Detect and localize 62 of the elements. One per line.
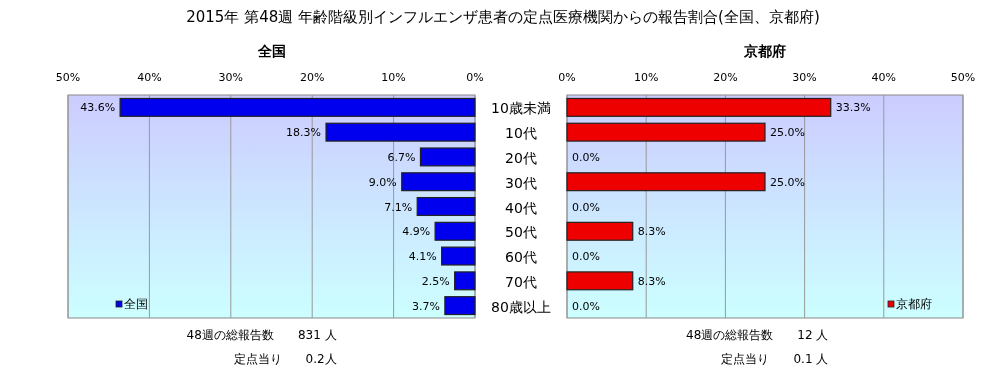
data-label: 0.0% [572,299,600,313]
x-tick-label: 50% [55,71,81,84]
text: 定点当り 0.2人 [233,352,337,366]
y-tick-label: 50代 [505,224,537,241]
y-tick-label: 60代 [505,249,537,266]
data-label: 3.7% [411,299,440,313]
bar [434,221,476,241]
chart-subtitle: 京都府 [743,43,786,59]
data-label: 7.1% [384,200,413,214]
data-label: 0.0% [572,150,600,164]
chart-subtitle: 全国 [256,43,286,59]
bar [419,147,476,167]
text: 48週の総報告数 12 人 [686,328,829,342]
data-label: 4.1% [408,250,437,264]
x-tick-label: 30% [792,71,817,84]
x-tick-label: 50% [950,71,976,84]
text: 定点当り 0.1 人 [721,352,829,366]
y-tick-label: 30代 [505,174,537,191]
bar [566,97,832,117]
y-tick-label: 10代 [505,125,537,142]
bar [566,271,634,291]
y-tick-label: 10歳未満 [491,100,551,117]
bar [454,271,476,291]
data-label: 0.0% [572,200,600,214]
x-tick-label: 40% [137,71,162,84]
bar [444,296,476,316]
data-label: 33.3% [835,101,871,115]
data-label: 18.3% [286,126,322,140]
y-tick-label: 20代 [505,149,537,166]
data-label: 8.3% [637,274,666,288]
bar [401,172,476,192]
y-tick-label: 80歳以上 [491,298,551,315]
text: 48週の総報告数 831 人 [186,328,337,342]
legend-label: 全国 [124,297,148,311]
x-tick-label: 10% [381,71,406,84]
bar [119,97,476,117]
x-tick-label: 0% [466,71,484,84]
y-tick-label: 70代 [505,273,537,290]
data-label: 4.9% [402,225,431,239]
x-tick-label: 30% [218,71,244,84]
bar [566,172,766,192]
bar [566,221,634,241]
chart-title: 2015年 第48週 年齢階級別インフルエンザ患者の定点医療機関からの報告割合(全国、京都府) [186,8,820,26]
legend-label: 京都府 [896,297,932,311]
data-label: 0.0% [572,250,600,264]
bar [441,246,476,266]
y-tick-label: 40代 [505,199,537,216]
bar [416,196,476,217]
x-tick-label: 20% [713,71,738,84]
bar [325,122,476,142]
data-label: 43.6% [80,101,116,115]
x-tick-label: 40% [871,71,897,84]
data-label: 9.0% [368,175,397,189]
data-label: 6.7% [387,150,416,164]
data-label: 2.5% [421,274,450,288]
data-label: 25.0% [770,175,805,189]
bar [566,122,766,142]
x-tick-label: 20% [299,71,325,84]
data-label: 25.0% [770,126,805,140]
data-label: 8.3% [637,225,666,239]
x-tick-label: 10% [633,71,659,84]
x-tick-label: 0% [558,71,576,84]
